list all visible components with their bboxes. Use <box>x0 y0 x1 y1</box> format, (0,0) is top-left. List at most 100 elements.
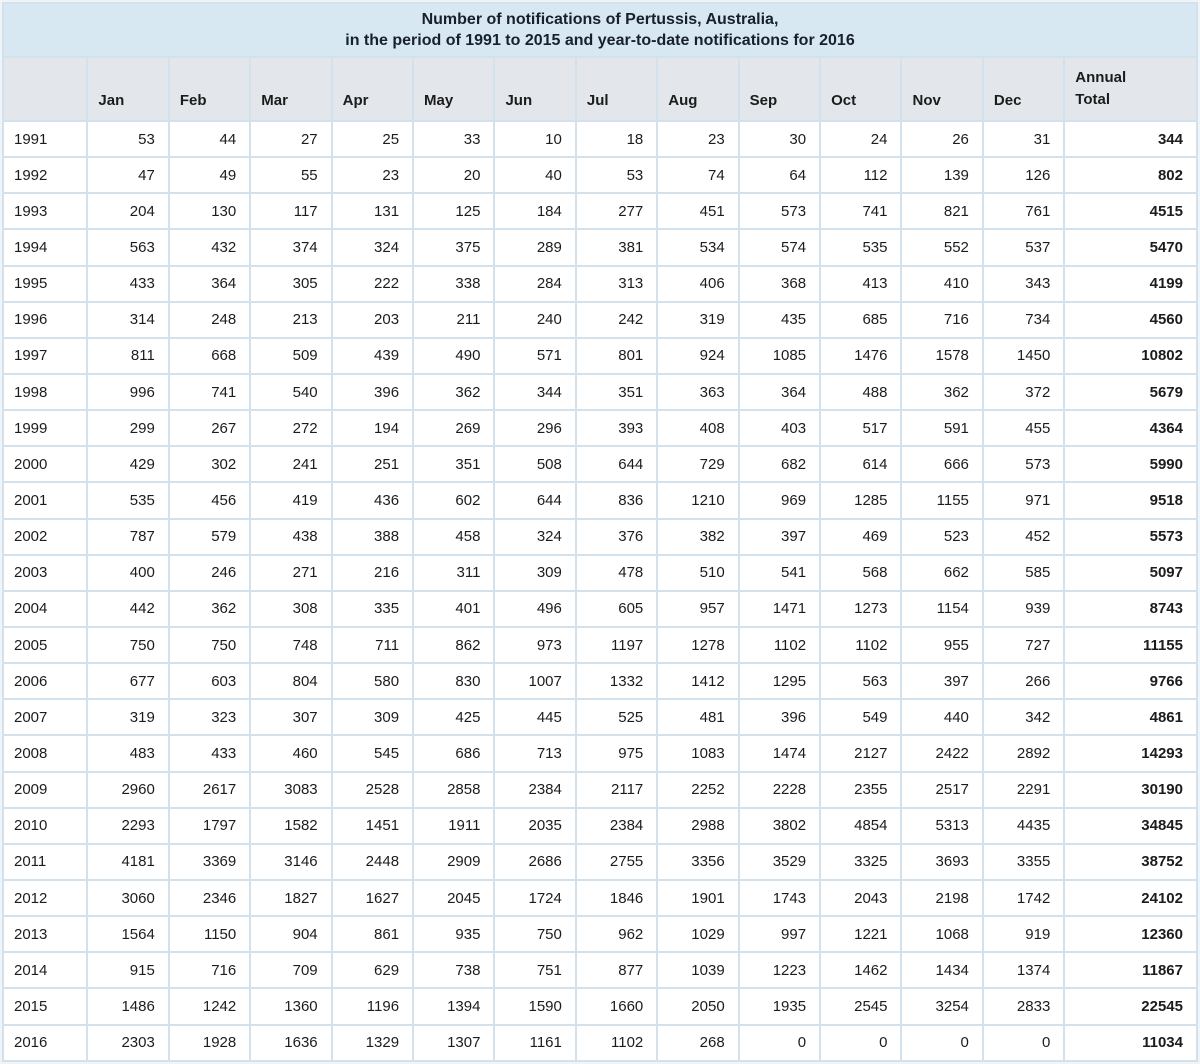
month-value-aug: 406 <box>658 266 738 301</box>
month-value-aug: 1901 <box>658 880 738 916</box>
month-value-mar: 460 <box>251 736 331 771</box>
year-row-1997: 1997 811 668 509 439 490 571 801 924 1085 1476 1578… <box>4 338 1196 373</box>
month-value-nov: 5313 <box>902 808 982 843</box>
month-value-jun: 644 <box>495 483 575 518</box>
year-label: 2014 <box>4 953 87 988</box>
month-value-sep: 64 <box>739 158 820 193</box>
month-value-jun: 1724 <box>495 880 575 916</box>
month-value-may: 33 <box>414 122 494 157</box>
month-value-aug: 23 <box>658 122 738 157</box>
month-value-dec: 727 <box>983 627 1064 663</box>
annual-total-value: 34845 <box>1065 808 1196 843</box>
month-value-dec: 455 <box>983 411 1064 446</box>
month-value-aug: 363 <box>658 374 738 410</box>
year-label: 2009 <box>4 772 87 807</box>
month-value-nov: 1434 <box>902 953 982 988</box>
month-value-mar: 27 <box>251 122 331 157</box>
month-value-jul: 242 <box>576 302 657 337</box>
month-value-may: 211 <box>414 302 494 337</box>
month-value-may: 1307 <box>414 1025 494 1060</box>
month-value-apr: 2528 <box>332 772 413 807</box>
month-value-oct: 413 <box>821 266 901 301</box>
month-value-apr: 194 <box>332 411 413 446</box>
month-value-may: 401 <box>414 591 494 626</box>
month-value-dec: 939 <box>983 591 1064 626</box>
month-value-feb: 579 <box>169 519 250 554</box>
month-value-may: 935 <box>414 917 494 952</box>
month-value-nov: 2517 <box>902 772 982 807</box>
month-value-jul: 381 <box>576 230 657 265</box>
month-value-jun: 1007 <box>495 664 575 699</box>
month-value-mar: 117 <box>251 194 331 229</box>
year-row-2001: 2001 535 456 419 436 602 644 836 1210 969 1285 1155… <box>4 483 1196 518</box>
month-value-oct: 0 <box>821 1025 901 1060</box>
column-header-row: Jan Feb Mar Apr May Jun Jul Aug Sep Oct Nov Dec Annu… <box>4 58 1196 120</box>
year-row-1992: 1992 47 49 55 23 20 40 53 74 64 112 139 126 802 <box>4 158 1196 193</box>
month-value-dec: 585 <box>983 555 1064 590</box>
annual-total-value: 38752 <box>1065 844 1196 879</box>
year-label: 1994 <box>4 230 87 265</box>
month-value-apr: 324 <box>332 230 413 265</box>
year-label: 2010 <box>4 808 87 843</box>
month-value-dec: 1374 <box>983 953 1064 988</box>
month-value-apr: 251 <box>332 447 413 482</box>
month-value-jul: 1846 <box>576 880 657 916</box>
month-value-jun: 2035 <box>495 808 575 843</box>
annual-total-value: 4560 <box>1065 302 1196 337</box>
month-column-header-feb: Feb <box>169 58 250 120</box>
year-row-2008: 2008 483 433 460 545 686 713 975 1083 1474 2127 242… <box>4 736 1196 771</box>
month-column-header-oct: Oct <box>821 58 901 120</box>
month-value-may: 125 <box>414 194 494 229</box>
month-value-may: 738 <box>414 953 494 988</box>
year-row-2016: 2016 2303 1928 1636 1329 1307 1161 1102 268 0 0 0 0 1… <box>4 1025 1196 1060</box>
month-value-apr: 131 <box>332 194 413 229</box>
month-value-nov: 1154 <box>902 591 982 626</box>
month-value-nov: 1155 <box>902 483 982 518</box>
month-value-jun: 2686 <box>495 844 575 879</box>
annual-total-value: 5470 <box>1065 230 1196 265</box>
month-value-mar: 540 <box>251 374 331 410</box>
month-value-dec: 266 <box>983 664 1064 699</box>
year-row-2007: 2007 319 323 307 309 425 445 525 481 396 549 440 342… <box>4 700 1196 735</box>
month-value-jan: 442 <box>88 591 168 626</box>
month-value-feb: 364 <box>169 266 250 301</box>
month-value-may: 2909 <box>414 844 494 879</box>
annual-total-value: 5679 <box>1065 374 1196 410</box>
month-value-sep: 3529 <box>739 844 820 879</box>
year-label: 2002 <box>4 519 87 554</box>
month-value-jan: 4181 <box>88 844 168 879</box>
annual-total-value: 11155 <box>1065 627 1196 663</box>
month-value-jan: 47 <box>88 158 168 193</box>
month-value-nov: 397 <box>902 664 982 699</box>
annual-total-value: 4199 <box>1065 266 1196 301</box>
month-value-oct: 614 <box>821 447 901 482</box>
year-label: 1999 <box>4 411 87 446</box>
month-value-oct: 4854 <box>821 808 901 843</box>
year-label: 1993 <box>4 194 87 229</box>
month-value-sep: 0 <box>739 1025 820 1060</box>
month-value-oct: 2127 <box>821 736 901 771</box>
year-row-1999: 1999 299 267 272 194 269 296 393 408 403 517 591 455… <box>4 411 1196 446</box>
month-value-oct: 3325 <box>821 844 901 879</box>
month-value-sep: 1471 <box>739 591 820 626</box>
month-value-nov: 1578 <box>902 338 982 373</box>
month-value-nov: 362 <box>902 374 982 410</box>
month-value-aug: 382 <box>658 519 738 554</box>
month-value-dec: 342 <box>983 700 1064 735</box>
month-value-aug: 924 <box>658 338 738 373</box>
month-value-jun: 184 <box>495 194 575 229</box>
month-value-aug: 2050 <box>658 989 738 1024</box>
year-row-1996: 1996 314 248 213 203 211 240 242 319 435 685 716 734… <box>4 302 1196 337</box>
annual-total-value: 11034 <box>1065 1025 1196 1060</box>
month-value-mar: 374 <box>251 230 331 265</box>
month-value-may: 2045 <box>414 880 494 916</box>
month-value-jul: 351 <box>576 374 657 410</box>
month-value-dec: 1742 <box>983 880 1064 916</box>
month-value-sep: 541 <box>739 555 820 590</box>
month-value-dec: 761 <box>983 194 1064 229</box>
month-value-jun: 496 <box>495 591 575 626</box>
month-value-nov: 3693 <box>902 844 982 879</box>
month-value-nov: 716 <box>902 302 982 337</box>
month-value-sep: 396 <box>739 700 820 735</box>
